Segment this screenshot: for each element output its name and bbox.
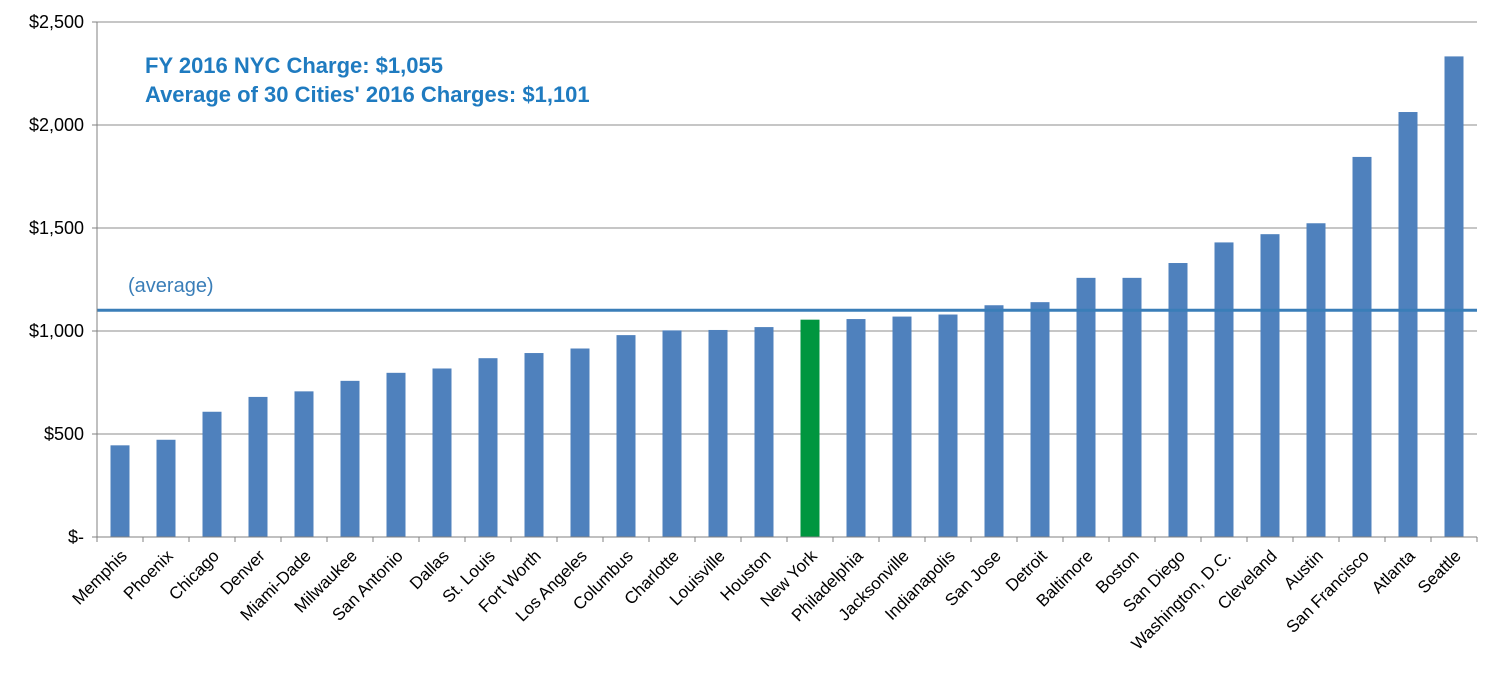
x-tick-label: Atlanta — [1368, 546, 1419, 597]
bar — [156, 439, 176, 537]
average-line-label: (average) — [128, 275, 214, 297]
x-axis-category-labels: MemphisPhoenixChicagoDenverMiami-DadeMil… — [69, 546, 1465, 654]
y-axis-tick-labels: $- $500 $1,000 $1,500 $2,000 $2,500 — [29, 12, 97, 547]
bar — [662, 330, 682, 537]
bar — [708, 329, 728, 537]
bar — [1122, 277, 1142, 537]
y-tick-label: $- — [68, 527, 84, 547]
y-tick-label: $500 — [44, 424, 84, 444]
bar — [248, 396, 268, 537]
annotation-nyc-charge: FY 2016 NYC Charge: $1,055 — [145, 53, 443, 78]
bar — [110, 445, 130, 537]
bar — [754, 327, 774, 537]
bar — [800, 319, 820, 537]
y-tick-label: $2,500 — [29, 12, 84, 32]
bar — [294, 391, 314, 537]
bar — [386, 372, 406, 537]
bars — [110, 56, 1464, 538]
bar — [202, 411, 222, 537]
annotation-average-charge: Average of 30 Cities' 2016 Charges: $1,1… — [145, 82, 590, 107]
bar — [1352, 156, 1372, 537]
x-tick-label: San Francisco — [1283, 546, 1373, 636]
axes — [96, 22, 1478, 542]
bar — [1306, 223, 1326, 537]
x-tick-label: Seattle — [1414, 546, 1465, 597]
bar — [524, 353, 544, 537]
bar — [1076, 277, 1096, 537]
x-tick-label: Memphis — [69, 546, 131, 608]
bar — [938, 314, 958, 537]
x-tick-label: Chicago — [165, 546, 223, 604]
y-tick-label: $1,000 — [29, 321, 84, 341]
bar — [1260, 234, 1280, 537]
bar — [1214, 242, 1234, 538]
bar — [1030, 302, 1050, 537]
bar — [1398, 112, 1418, 537]
gridlines — [97, 21, 1477, 435]
bar — [892, 316, 912, 537]
bar — [340, 380, 360, 537]
bar — [570, 348, 590, 537]
bar — [432, 368, 452, 537]
bar — [1444, 56, 1464, 537]
bar — [478, 358, 498, 537]
y-tick-label: $1,500 — [29, 218, 84, 238]
bar — [984, 305, 1004, 537]
bar — [616, 335, 636, 537]
y-tick-label: $2,000 — [29, 115, 84, 135]
bar — [846, 319, 866, 537]
bar — [1168, 263, 1188, 537]
